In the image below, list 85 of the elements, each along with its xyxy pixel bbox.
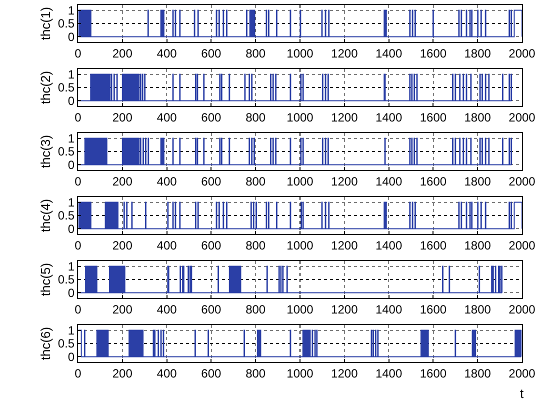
x-tick-label: 400	[156, 174, 178, 188]
x-tick-label: 1600	[420, 110, 447, 124]
x-tick-label: 2000	[508, 46, 536, 60]
x-tick-label: 800	[246, 110, 266, 124]
x-tick-label: 1000	[286, 174, 314, 188]
y-tick-label: 0.5	[58, 144, 75, 159]
x-tick-label: 1600	[420, 238, 447, 252]
y-tick-label: 0	[68, 286, 75, 300]
y-tick-label: 0	[68, 94, 75, 108]
x-axis-title: t	[520, 386, 524, 401]
x-tick-label: 2000	[508, 110, 536, 124]
x-tick-label: 1600	[420, 302, 447, 316]
x-tick-label: 1200	[331, 238, 358, 252]
y-axis-title: thc(6)	[38, 326, 53, 360]
x-tick-label: 200	[112, 302, 133, 316]
y-tick-label: 0	[68, 350, 75, 364]
y-axis-title: thc(2)	[38, 70, 53, 104]
x-tick-label: 400	[156, 238, 178, 252]
x-tick-label: 1000	[286, 46, 314, 60]
x-tick-label: 1400	[375, 174, 402, 188]
x-tick-label: 1800	[464, 238, 492, 252]
x-tick-label: 1400	[375, 238, 402, 252]
y-tick-label: 1	[68, 195, 75, 210]
y-tick-label: 1	[68, 67, 75, 82]
x-tick-label: 1800	[464, 110, 492, 124]
x-tick-label: 1600	[420, 46, 447, 60]
y-axis-title: thc(3)	[38, 134, 53, 168]
x-tick-label: 1800	[464, 174, 492, 188]
x-tick-label: 2000	[508, 302, 536, 316]
y-axis-title: thc(5)	[38, 262, 53, 296]
y-tick-label: 1	[68, 3, 75, 18]
y-tick-label: 0	[68, 158, 75, 172]
x-tick-label: 1200	[331, 366, 358, 380]
x-tick-label: 600	[201, 366, 222, 380]
y-tick-label: 0.5	[58, 272, 75, 287]
x-tick-label: 600	[201, 238, 222, 252]
y-tick-label: 1	[68, 131, 75, 146]
x-tick-label: 1400	[375, 110, 402, 124]
x-tick-label: 1800	[464, 366, 492, 380]
x-tick-label: 400	[156, 302, 178, 316]
x-tick-label: 600	[201, 46, 222, 60]
x-tick-label: 1000	[286, 302, 314, 316]
x-tick-label: 200	[112, 46, 133, 60]
y-tick-label: 0	[68, 30, 75, 44]
x-tick-label: 1400	[375, 366, 402, 380]
x-tick-label: 800	[246, 302, 266, 316]
x-tick-label: 1800	[464, 46, 492, 60]
x-tick-label: 1000	[286, 366, 314, 380]
x-tick-label: 1200	[331, 302, 358, 316]
x-tick-label: 200	[112, 174, 133, 188]
x-tick-label: 1600	[420, 366, 447, 380]
x-tick-label: 1200	[331, 46, 358, 60]
y-tick-label: 0.5	[58, 336, 75, 351]
y-tick-label: 1	[68, 323, 75, 338]
x-tick-label: 400	[156, 366, 178, 380]
x-tick-label: 1000	[286, 238, 314, 252]
y-axis-title: thc(4)	[38, 198, 53, 232]
x-tick-label: 1000	[286, 110, 314, 124]
x-tick-label: 200	[112, 238, 133, 252]
y-tick-label: 1	[68, 259, 75, 274]
x-tick-label: 1200	[331, 174, 358, 188]
y-tick-label: 0	[68, 222, 75, 236]
x-tick-label: 400	[156, 46, 178, 60]
x-tick-label: 1200	[331, 110, 358, 124]
x-tick-label: 800	[246, 238, 266, 252]
x-tick-label: 1400	[375, 46, 402, 60]
x-tick-label: 800	[246, 366, 266, 380]
x-tick-label: 2000	[508, 238, 536, 252]
x-tick-label: 1400	[375, 302, 402, 316]
x-tick-label: 2000	[508, 174, 536, 188]
x-tick-label: 600	[201, 302, 222, 316]
x-tick-label: 200	[112, 110, 133, 124]
x-tick-label: 600	[201, 174, 222, 188]
x-tick-label: 800	[246, 174, 266, 188]
x-tick-label: 800	[246, 46, 266, 60]
x-tick-label: 200	[112, 366, 133, 380]
x-tick-label: 2000	[508, 366, 536, 380]
y-axis-title: thc(1)	[38, 6, 53, 40]
x-tick-label: 1800	[464, 302, 492, 316]
x-tick-label: 1600	[420, 174, 447, 188]
y-tick-label: 0.5	[58, 208, 75, 223]
x-tick-label: 400	[156, 110, 178, 124]
y-tick-label: 0.5	[58, 80, 75, 95]
x-tick-label: 600	[201, 110, 222, 124]
y-tick-label: 0.5	[58, 16, 75, 31]
